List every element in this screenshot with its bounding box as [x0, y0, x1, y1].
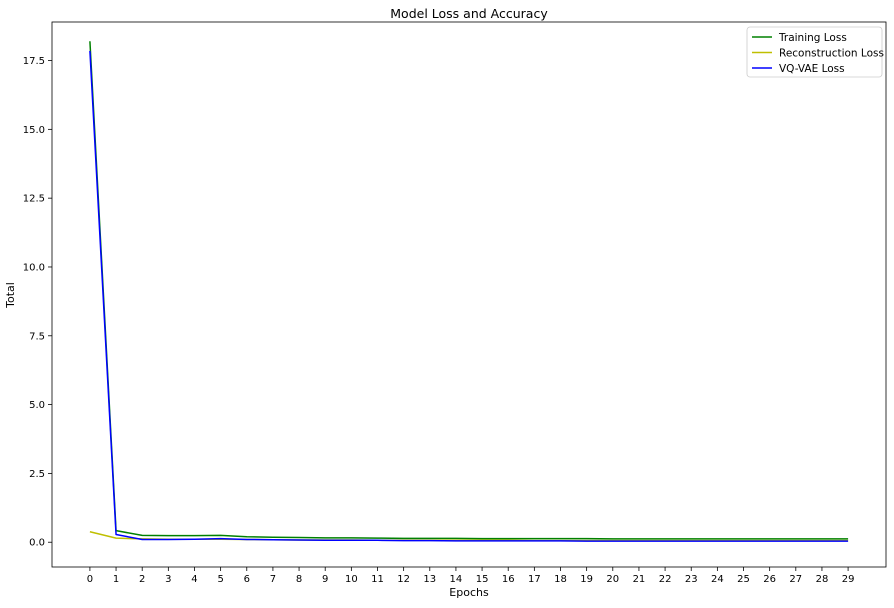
- legend-label: Training Loss: [778, 32, 847, 44]
- x-tick-label: 13: [423, 574, 436, 585]
- x-tick-label: 10: [345, 574, 358, 585]
- x-axis-label: Epochs: [449, 586, 489, 599]
- x-tick-label: 21: [633, 574, 646, 585]
- x-tick-label: 11: [371, 574, 384, 585]
- x-tick-label: 22: [659, 574, 672, 585]
- x-tick-label: 17: [528, 574, 541, 585]
- x-tick-label: 26: [763, 574, 776, 585]
- x-tick-label: 9: [322, 574, 328, 585]
- x-tick-label: 27: [789, 574, 802, 585]
- legend: Training Loss Reconstruction Loss VQ-VAE L…: [746, 26, 884, 78]
- x-tick-label: 23: [685, 574, 698, 585]
- y-tick-label: 12.5: [23, 194, 45, 205]
- x-tick-label: 28: [816, 574, 829, 585]
- x-tick-label: 15: [476, 574, 489, 585]
- legend-label: VQ-VAE Loss: [779, 63, 845, 75]
- series-layer: [89, 41, 849, 542]
- y-tick-label: 0.0: [29, 538, 45, 549]
- legend-box: [746, 26, 883, 78]
- x-tick-label: 8: [296, 574, 302, 585]
- x-tick-label: 7: [270, 574, 276, 585]
- y-tick-label: 17.5: [23, 56, 45, 67]
- series-line-training-loss: [89, 41, 849, 540]
- y-axis-label: Total: [4, 282, 17, 309]
- x-tick-label: 2: [139, 574, 145, 585]
- x-tick-label: 1: [113, 574, 119, 585]
- plot-frame: [51, 21, 887, 568]
- y-tick-label: 2.5: [29, 469, 45, 480]
- x-tick-label: 18: [554, 574, 567, 585]
- x-tick-label: 6: [244, 574, 250, 585]
- legend-label: Reconstruction Loss: [779, 47, 884, 59]
- y-tick-label: 15.0: [23, 125, 45, 136]
- x-tick-label: 29: [842, 574, 855, 585]
- y-axis: 0.0 2.5 5.0 7.5 10.0 12.5 15.0 17.5: [23, 56, 52, 549]
- x-tick-label: 25: [737, 574, 750, 585]
- x-tick-label: 4: [191, 574, 197, 585]
- chart-title: Model Loss and Accuracy: [390, 6, 548, 21]
- x-tick-label: 16: [502, 574, 515, 585]
- x-tick-label: 19: [580, 574, 593, 585]
- x-tick-label: 5: [217, 574, 223, 585]
- y-tick-label: 5.0: [29, 400, 45, 411]
- x-tick-label: 12: [397, 574, 410, 585]
- x-tick-label: 3: [165, 574, 171, 585]
- x-tick-label: 0: [87, 574, 93, 585]
- x-axis: 0 1 2 3 4 5 6 7 8 9 10 11 12 13 14 15 16 17 18 19 20 21 22 23 24…: [87, 567, 855, 585]
- y-tick-label: 10.0: [23, 262, 45, 273]
- y-tick-label: 7.5: [29, 331, 45, 342]
- x-tick-label: 14: [450, 574, 463, 585]
- x-tick-label: 20: [606, 574, 619, 585]
- x-tick-label: 24: [711, 574, 724, 585]
- series-line-vq-vae-loss: [89, 50, 849, 542]
